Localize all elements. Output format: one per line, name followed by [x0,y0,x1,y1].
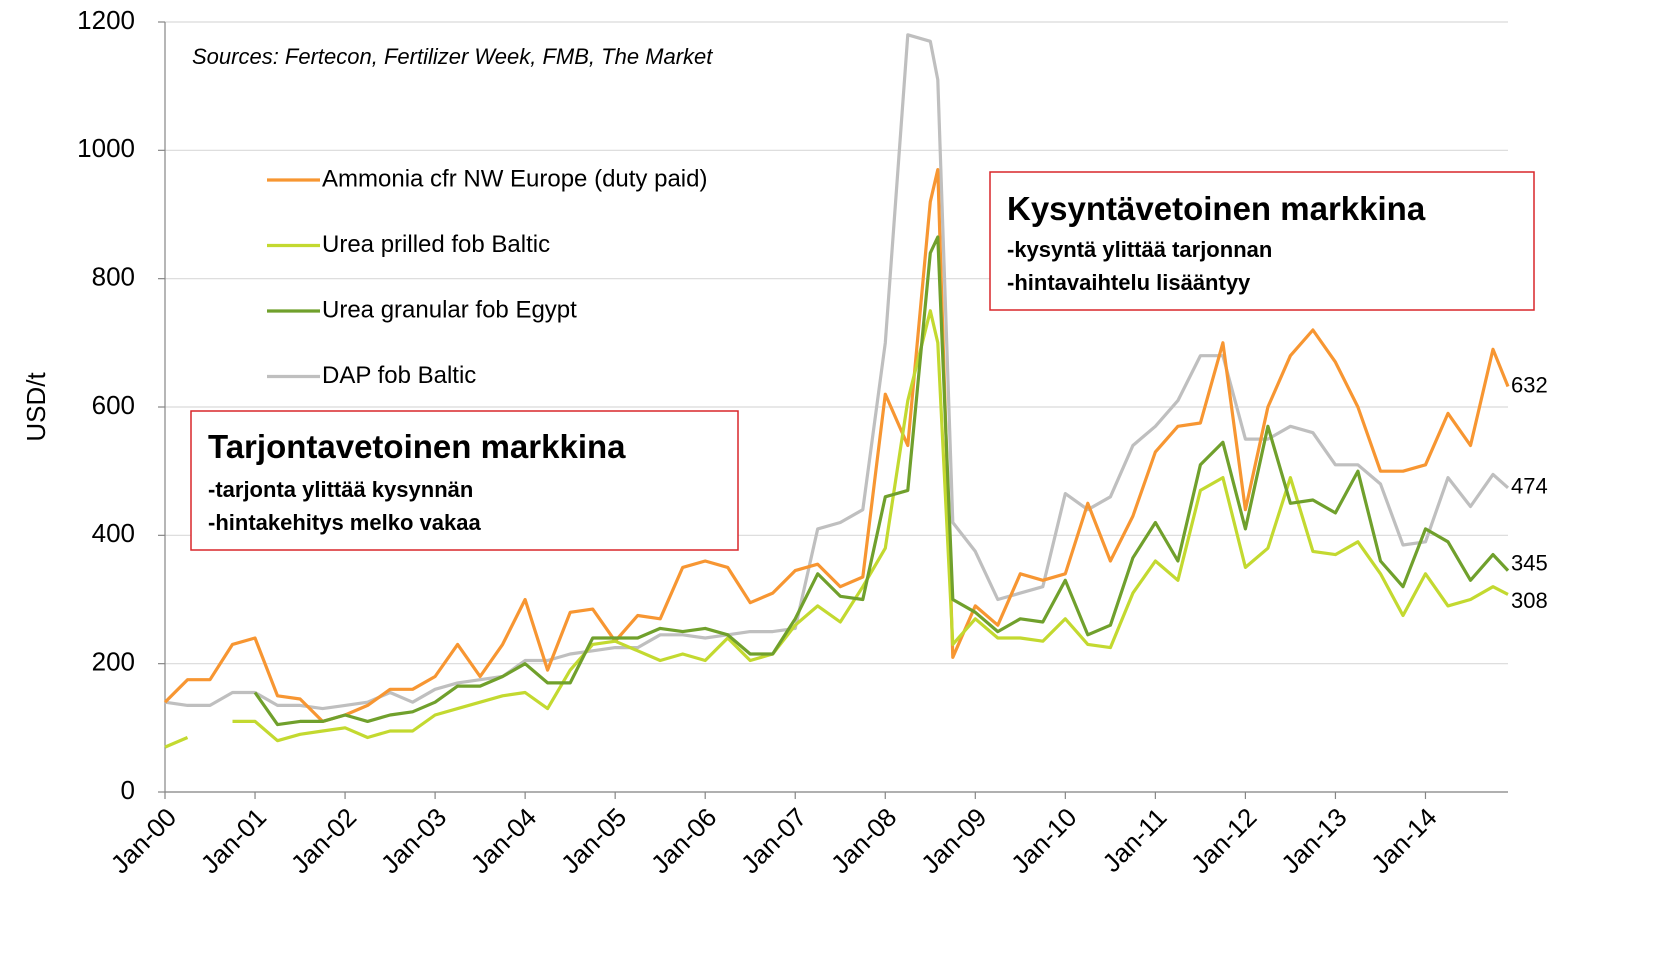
annotation-line: -tarjonta ylittää kysynnän [208,477,473,502]
x-tick-label: Jan-14 [1365,802,1442,879]
y-tick-label: 0 [121,775,135,805]
x-tick-label: Jan-02 [285,802,362,879]
series-line [253,235,1510,727]
annotation-line: -kysyntä ylittää tarjonnan [1007,237,1272,262]
x-tick-label: Jan-11 [1096,802,1172,878]
y-tick-label: 600 [92,390,135,420]
end-value-label: 474 [1511,474,1548,499]
y-tick-label: 800 [92,262,135,292]
annotation-box [190,410,739,551]
x-tick-label: Jan-04 [465,802,542,879]
y-tick-label: 1000 [77,133,135,163]
y-tick-label: 200 [92,647,135,677]
annotation-box [989,171,1535,311]
x-tick-label: Jan-03 [375,802,452,879]
end-value-label: 632 [1511,372,1548,397]
y-tick-label: 1200 [77,5,135,35]
legend-label: Urea granular fob Egypt [322,296,577,323]
legend-label: Ammonia cfr NW Europe (duty paid) [322,165,707,192]
x-tick-label: Jan-07 [735,802,812,879]
annotation-title: Kysyntävetoinen markkina [1007,190,1426,227]
series-line [163,168,1510,723]
y-axis-label: USD/t [21,372,51,442]
legend-label: DAP fob Baltic [322,362,476,389]
y-tick-label: 400 [92,518,135,548]
end-value-label: 308 [1511,588,1548,613]
x-tick-label: Jan-05 [555,802,632,879]
x-tick-label: Jan-00 [105,802,182,879]
x-tick-label: Jan-08 [825,802,902,879]
annotation-line: -hintakehitys melko vakaa [208,510,481,535]
end-value-label: 345 [1511,550,1548,575]
x-tick-label: Jan-10 [1005,802,1082,879]
x-tick-label: Jan-01 [195,802,272,879]
annotation-title: Tarjontavetoinen markkina [208,428,626,465]
source-note: Sources: Fertecon, Fertilizer Week, FMB,… [192,44,713,69]
annotation-line: -hintavaihtelu lisääntyy [1007,270,1251,295]
series-line [164,736,189,749]
x-tick-label: Jan-09 [915,802,992,879]
x-tick-label: Jan-13 [1275,802,1352,879]
legend-label: Urea prilled fob Baltic [322,231,550,258]
series-line [164,33,1510,711]
x-tick-label: Jan-12 [1185,802,1262,879]
x-tick-label: Jan-06 [645,802,722,879]
